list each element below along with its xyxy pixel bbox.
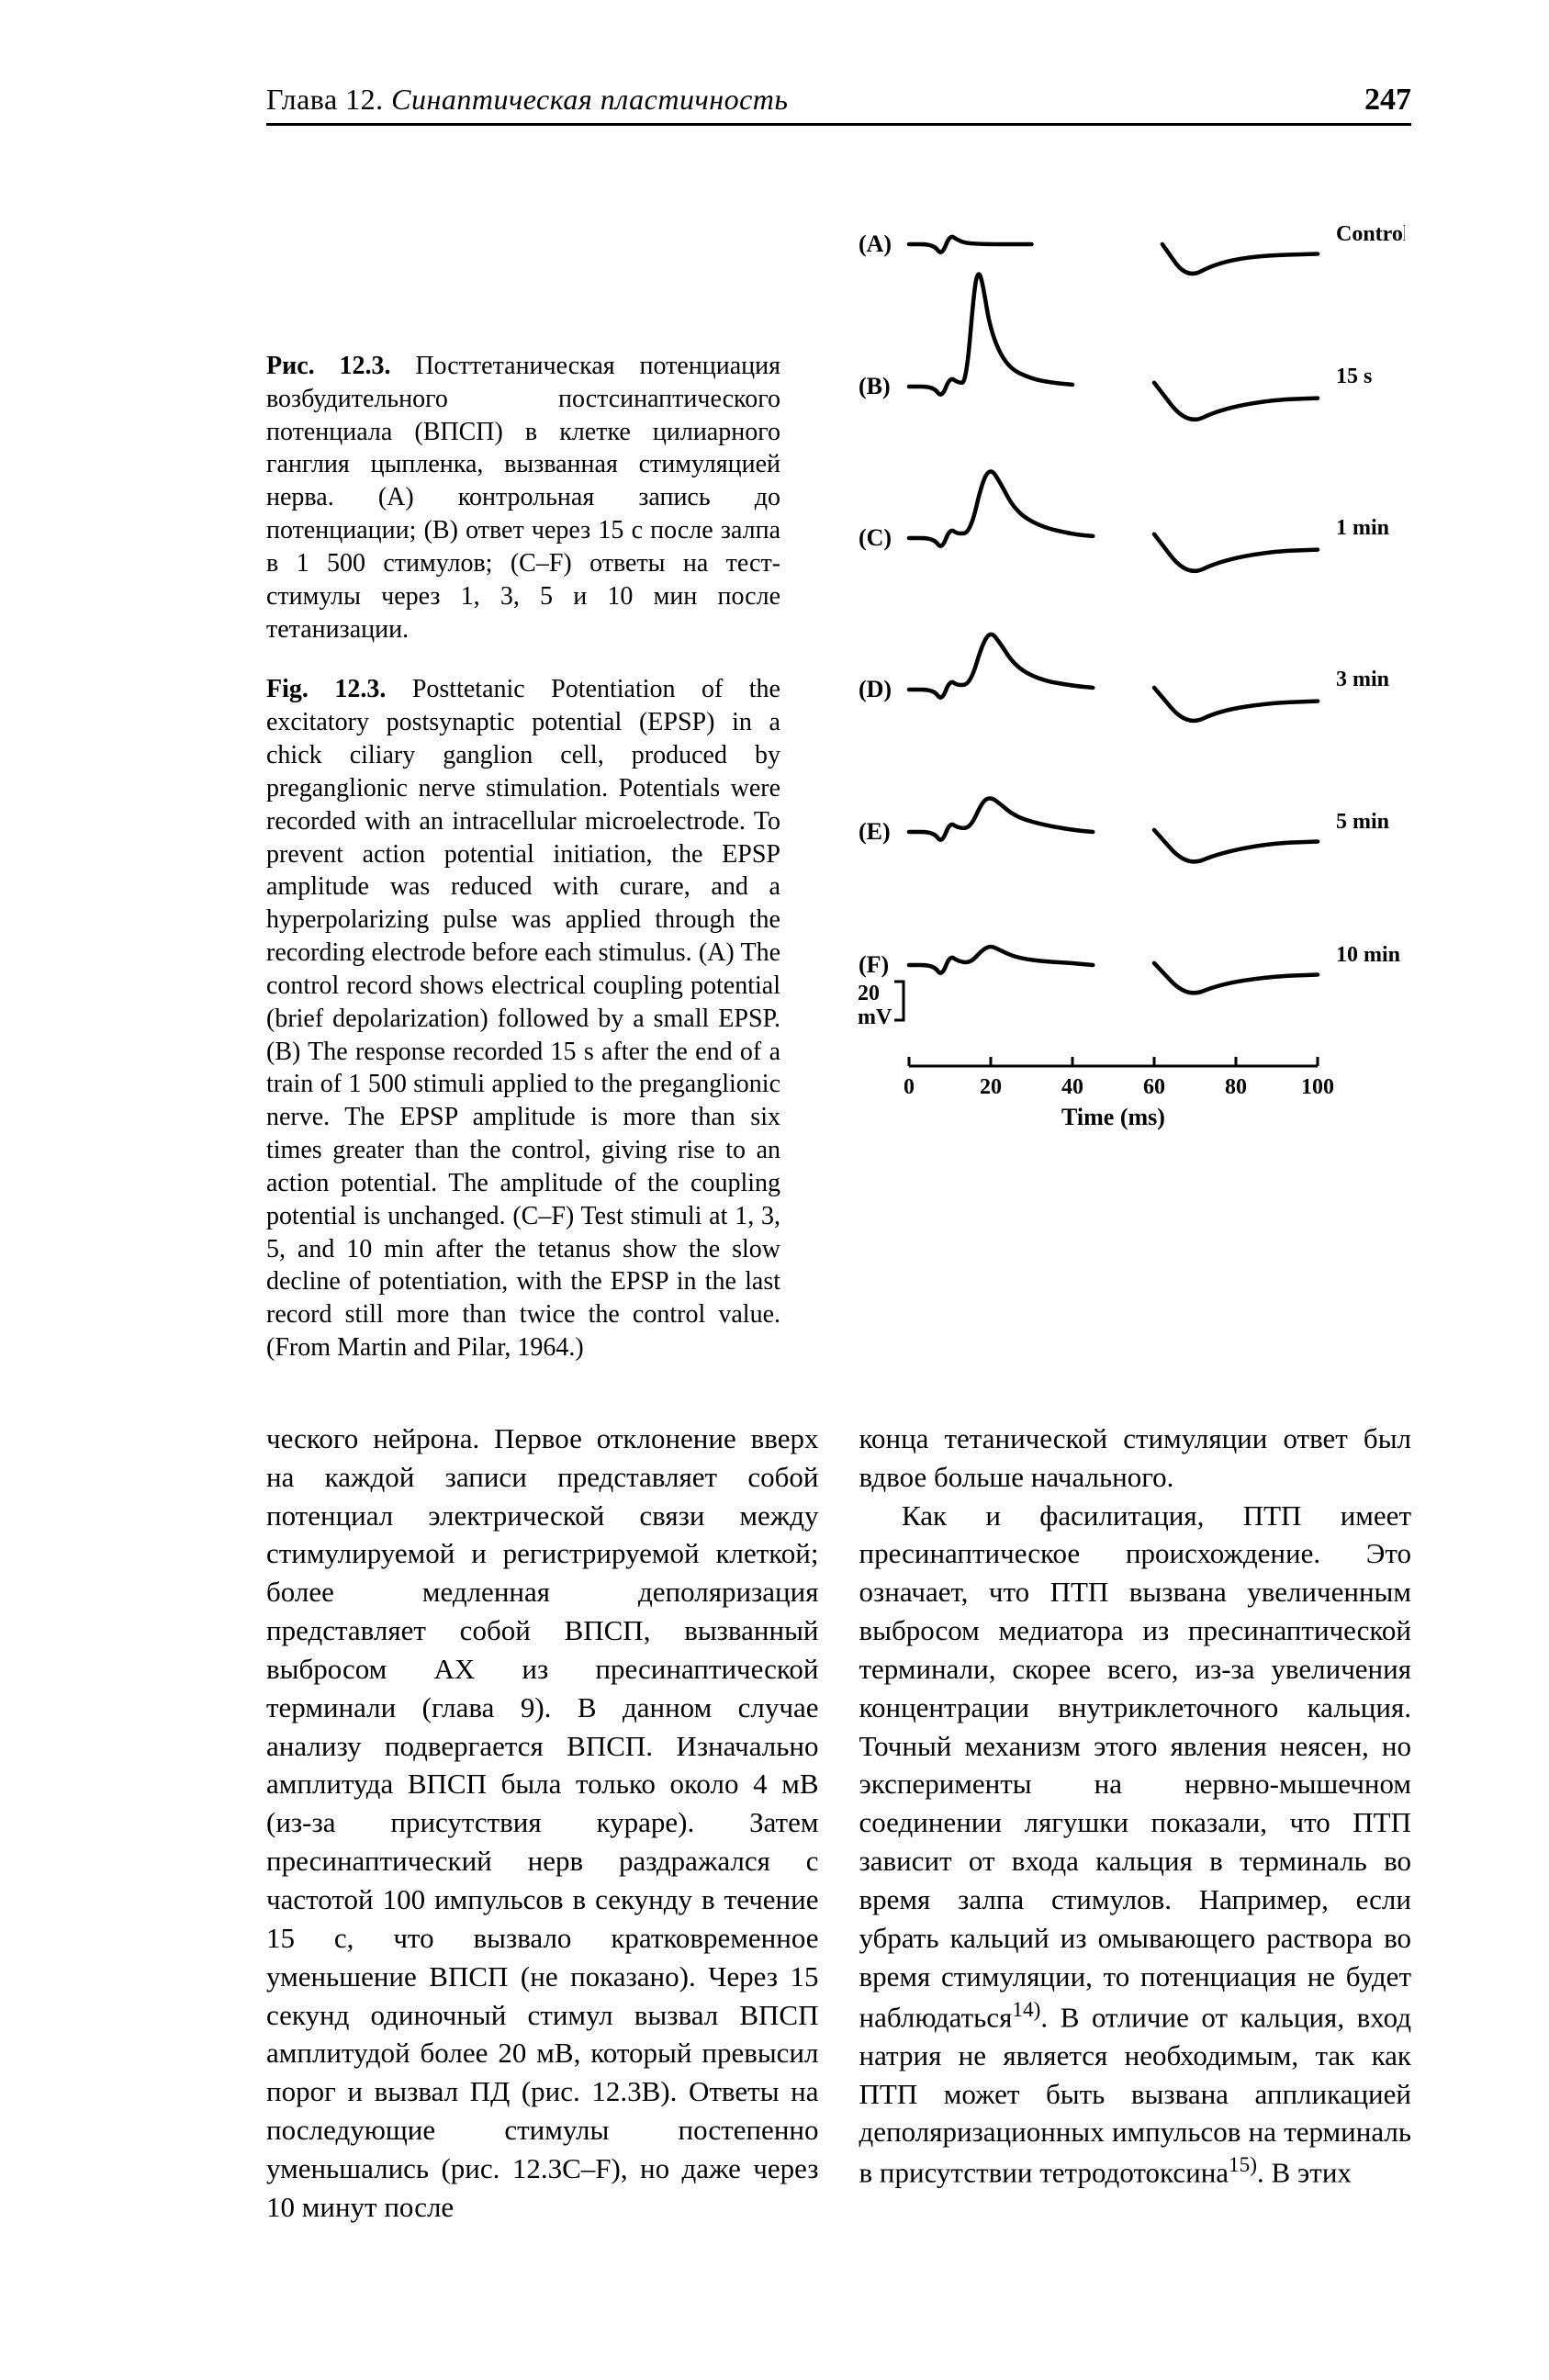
caption-en-text: Posttetanic Potentiation of the excitato… — [266, 675, 780, 1362]
svg-text:mV: mV — [858, 1005, 892, 1029]
body-right-p1: конца тетанической стимуляции ответ был … — [859, 1420, 1412, 1497]
svg-text:60: 60 — [1143, 1075, 1165, 1099]
body-right-p2-c: . В этих — [1257, 2157, 1352, 2189]
body-right-p2-a: Как и фасилитация, ПТП имеет пресинаптич… — [859, 1499, 1412, 2033]
svg-text:(B): (B) — [859, 373, 891, 399]
page-header: Глава 12. Синаптическая пластичность 247 — [266, 83, 1411, 126]
body-right-p2: Как и фасилитация, ПТП имеет пресинаптич… — [859, 1497, 1412, 2193]
svg-text:Time (ms): Time (ms) — [1061, 1104, 1165, 1130]
caption-column: Рис. 12.3. Посттетаническая потенциация … — [266, 157, 780, 1364]
chapter-name: Синаптическая пластичность — [391, 83, 788, 116]
figure-svg: (A) Control (B) 15 s (C) 1 min (D) 3 min (E) 5 mi… — [817, 157, 1405, 1231]
figure-and-caption: Рис. 12.3. Посттетаническая потенциация … — [266, 157, 1411, 1364]
chapter-prefix: Глава 12. — [266, 83, 384, 116]
figure-12-3: (A) Control (B) 15 s (C) 1 min (D) 3 min (E) 5 mi… — [817, 157, 1411, 1231]
svg-text:5 min: 5 min — [1336, 810, 1389, 834]
body-left-column: ческого нейрона. Первое отклонение вверх… — [266, 1420, 819, 2227]
svg-text:100: 100 — [1301, 1075, 1334, 1099]
footnote-ref-14: 14) — [1012, 1998, 1040, 2022]
svg-text:(A): (A) — [859, 230, 892, 257]
svg-text:40: 40 — [1061, 1075, 1083, 1099]
svg-text:Control: Control — [1336, 222, 1405, 246]
svg-text:3 min: 3 min — [1336, 668, 1389, 691]
caption-ru-text: Посттетаническая потенциация возбудитель… — [266, 352, 780, 644]
svg-text:(F): (F) — [859, 951, 889, 978]
svg-text:15 s: 15 s — [1336, 365, 1372, 388]
svg-text:10 min: 10 min — [1336, 943, 1400, 967]
caption-en-label: Fig. 12.3. — [266, 675, 386, 703]
svg-text:(D): (D) — [859, 676, 892, 702]
svg-text:(E): (E) — [859, 818, 891, 845]
body-left-p1: ческого нейрона. Первое отклонение вверх… — [266, 1420, 819, 2227]
body-text: ческого нейрона. Первое отклонение вверх… — [266, 1420, 1411, 2227]
figure-column: (A) Control (B) 15 s (C) 1 min (D) 3 min (E) 5 mi… — [817, 157, 1411, 1364]
svg-text:1 min: 1 min — [1336, 516, 1389, 540]
svg-text:80: 80 — [1225, 1075, 1247, 1099]
svg-text:20: 20 — [858, 982, 880, 1005]
caption-ru-label: Рис. 12.3. — [266, 352, 391, 380]
chapter-title: Глава 12. Синаптическая пластичность — [266, 83, 788, 117]
page-number: 247 — [1364, 83, 1411, 118]
footnote-ref-15: 15) — [1229, 2153, 1257, 2177]
svg-text:(C): (C) — [859, 524, 892, 551]
body-right-column: конца тетанической стимуляции ответ был … — [859, 1420, 1412, 2227]
svg-text:0: 0 — [904, 1075, 915, 1099]
caption-en: Fig. 12.3. Posttetanic Potentiation of t… — [266, 673, 780, 1364]
page: Глава 12. Синаптическая пластичность 247… — [0, 0, 1549, 2337]
caption-ru: Рис. 12.3. Посттетаническая потенциация … — [266, 350, 780, 646]
svg-text:20: 20 — [980, 1075, 1002, 1099]
